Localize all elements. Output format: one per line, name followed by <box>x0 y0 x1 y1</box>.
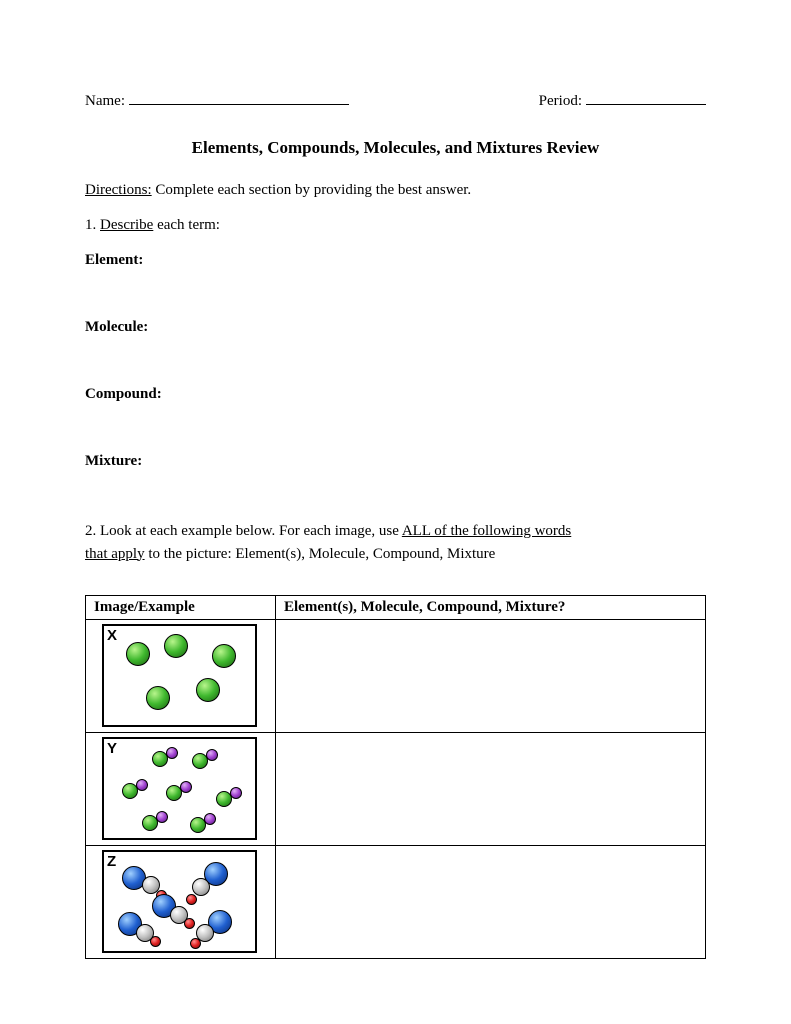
atom-icon <box>186 894 197 905</box>
diagram-box-x: X <box>102 624 257 727</box>
diagram-box-y: Y <box>102 737 257 840</box>
atom-icon <box>230 787 242 799</box>
table-row: Y <box>86 733 706 846</box>
diagram-box-z: Z <box>102 850 257 953</box>
q1-suffix: each term: <box>153 217 220 233</box>
header-classification: Element(s), Molecule, Compound, Mixture? <box>276 596 706 620</box>
atom-icon <box>180 781 192 793</box>
atom-icon <box>156 811 168 823</box>
term-element: Element: <box>85 252 706 269</box>
header-row: Name: Period: <box>85 90 706 110</box>
atom-icon <box>192 878 210 896</box>
question-2-prompt: 2. Look at each example below. For each … <box>85 520 706 565</box>
term-compound: Compound: <box>85 386 706 403</box>
q2-line2-underlined: that apply <box>85 546 145 562</box>
atom-icon <box>190 938 201 949</box>
q2-line1-prefix: 2. Look at each example below. For each … <box>85 523 402 539</box>
answer-cell[interactable] <box>276 620 706 733</box>
name-blank[interactable] <box>129 90 349 105</box>
q2-line1-underlined: ALL of the following words <box>402 523 571 539</box>
q2-line2-suffix: to the picture: Element(s), Molecule, Co… <box>145 546 496 562</box>
image-cell: Z <box>86 846 276 959</box>
table-header-row: Image/Example Element(s), Molecule, Comp… <box>86 596 706 620</box>
question-1-prompt: 1. Describe each term: <box>85 217 706 234</box>
atom-icon <box>184 918 195 929</box>
atom-icon <box>204 813 216 825</box>
header-image: Image/Example <box>86 596 276 620</box>
classification-table: Image/Example Element(s), Molecule, Comp… <box>85 595 706 959</box>
atom-icon <box>206 749 218 761</box>
q1-underlined: Describe <box>100 217 153 233</box>
answer-cell[interactable] <box>276 846 706 959</box>
period-blank[interactable] <box>586 90 706 105</box>
period-field: Period: <box>539 90 706 110</box>
diagram-label: Z <box>107 853 116 870</box>
term-molecule: Molecule: <box>85 319 706 336</box>
directions-text: Complete each section by providing the b… <box>152 182 472 198</box>
atom-icon <box>212 644 236 668</box>
diagram-label: Y <box>107 740 117 757</box>
atom-icon <box>146 686 170 710</box>
page-title: Elements, Compounds, Molecules, and Mixt… <box>85 138 706 158</box>
answer-cell[interactable] <box>276 733 706 846</box>
table-row: X <box>86 620 706 733</box>
diagram-label: X <box>107 627 117 644</box>
term-mixture: Mixture: <box>85 453 706 470</box>
atom-icon <box>126 642 150 666</box>
name-field: Name: <box>85 90 349 110</box>
name-label: Name: <box>85 93 125 110</box>
atom-icon <box>150 936 161 947</box>
atom-icon <box>136 779 148 791</box>
atom-icon <box>166 747 178 759</box>
image-cell: Y <box>86 733 276 846</box>
directions: Directions: Complete each section by pro… <box>85 182 706 199</box>
q1-prefix: 1. <box>85 217 100 233</box>
period-label: Period: <box>539 93 582 110</box>
table-row: Z <box>86 846 706 959</box>
directions-label: Directions: <box>85 182 152 198</box>
image-cell: X <box>86 620 276 733</box>
atom-icon <box>196 678 220 702</box>
atom-icon <box>164 634 188 658</box>
